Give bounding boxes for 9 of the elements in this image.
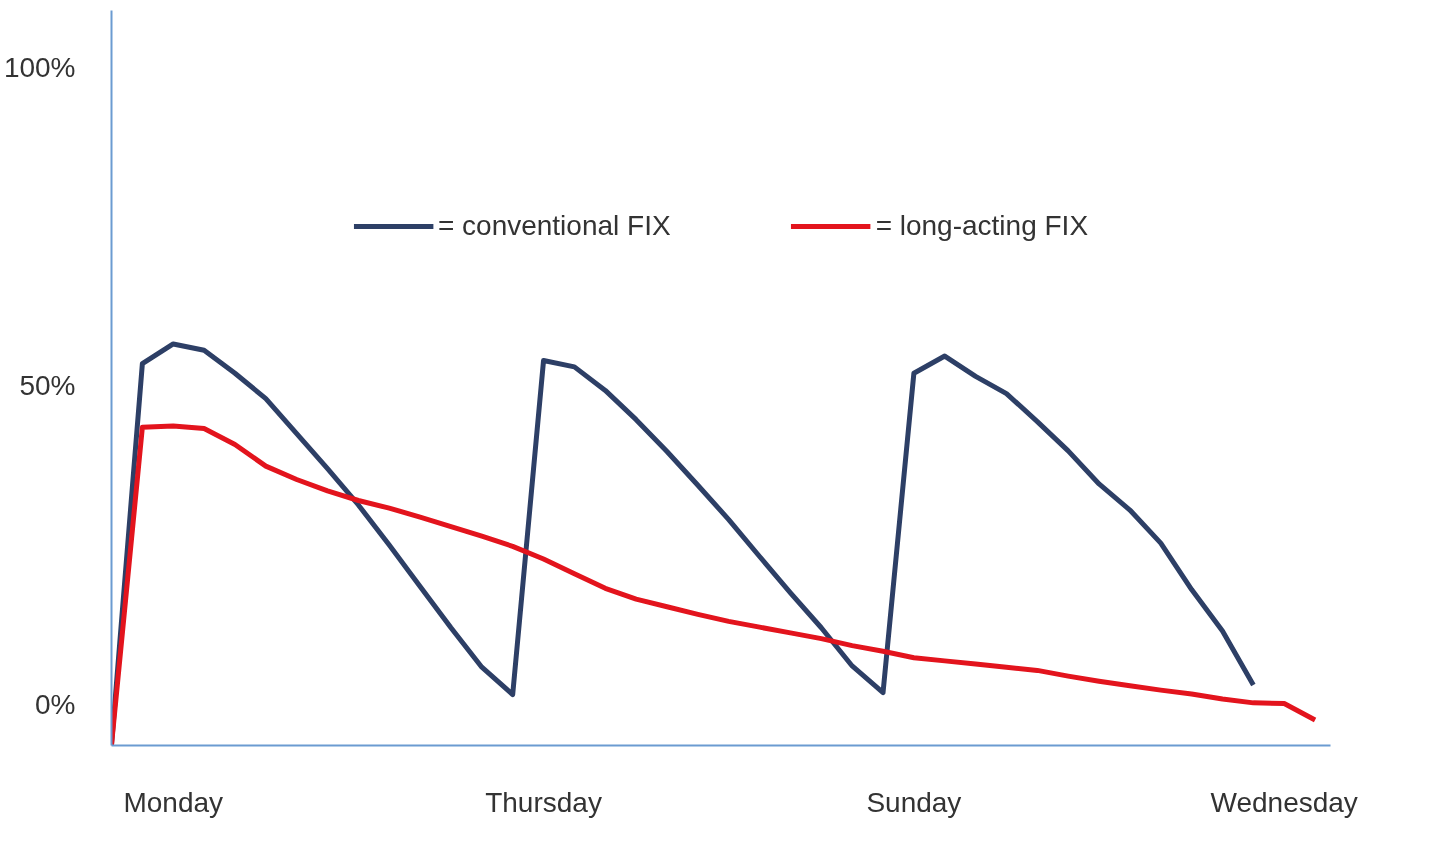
y-tick-label: 0% xyxy=(35,688,76,720)
x-tick-label: Wednesday xyxy=(1210,786,1358,818)
y-tick-label: 50% xyxy=(19,370,76,402)
y-tick-label: 100% xyxy=(3,52,76,84)
x-tick-label: Sunday xyxy=(866,786,962,818)
x-tick-label: Monday xyxy=(123,786,224,818)
legend-label: = conventional FIX xyxy=(437,210,671,242)
legend-label: = long-acting FIX xyxy=(875,210,1089,242)
x-tick-label: Thursday xyxy=(485,786,602,818)
